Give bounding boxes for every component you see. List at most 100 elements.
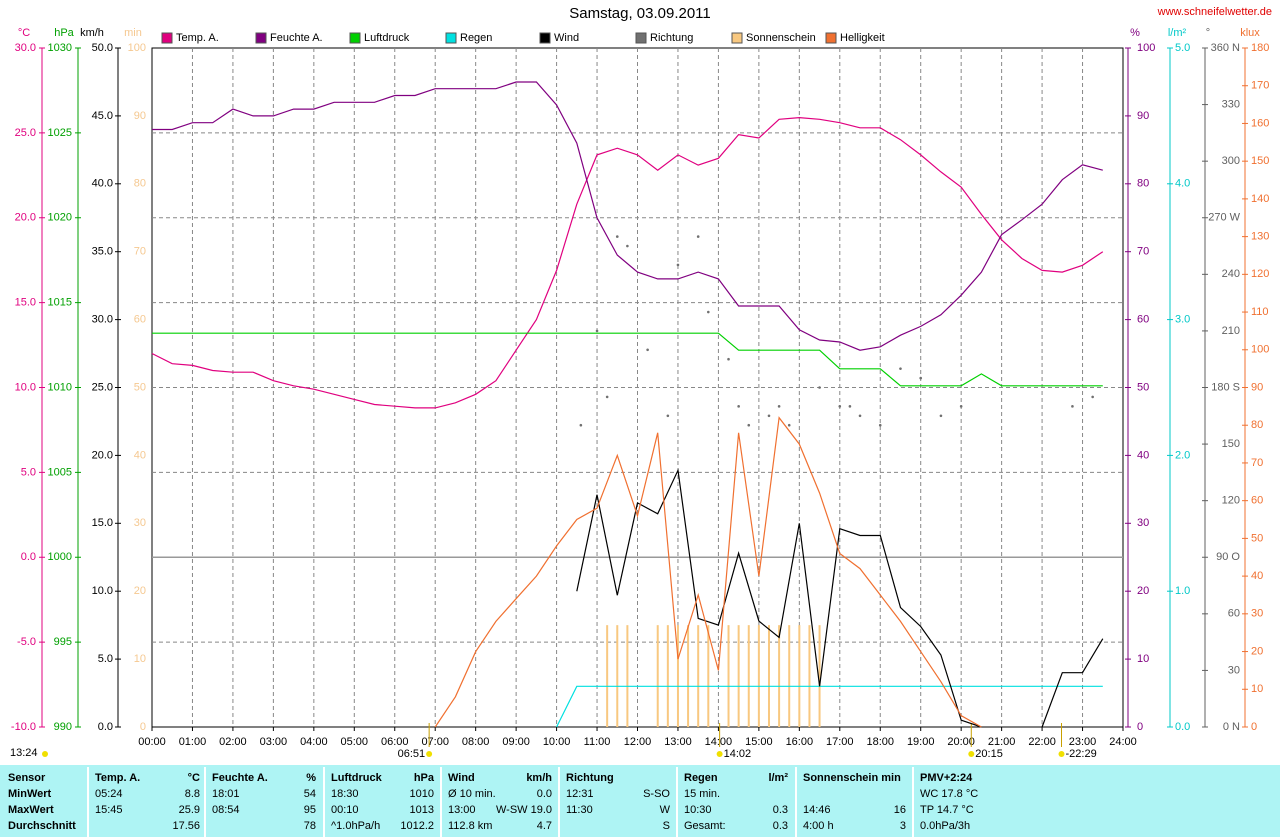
sunshine-bar	[676, 625, 679, 727]
x-tick-label: 06:00	[381, 736, 409, 748]
direction-dot	[818, 386, 821, 389]
y-tick-label: 1000	[48, 551, 72, 563]
y-tick-label: 15.0	[15, 297, 36, 309]
y-tick-label: 70	[1137, 246, 1149, 258]
table-cell: 16	[894, 804, 906, 816]
sunshine-bar	[737, 625, 740, 727]
row-label: MinWert	[8, 788, 52, 800]
direction-dot	[787, 423, 791, 427]
table-cell: Regen	[684, 772, 718, 784]
y-tick-label: 180	[1251, 42, 1269, 54]
y-tick-label: 0 N	[1223, 721, 1240, 733]
direction-dot	[838, 405, 842, 408]
table-cell: Feuchte A.	[212, 772, 268, 784]
x-tick-label: 20:00	[947, 736, 975, 748]
y-tick-label: 240	[1222, 268, 1240, 280]
event-icon	[716, 751, 723, 757]
y-tick-label: 100	[1137, 42, 1155, 54]
source-link[interactable]: www.schneifelwetter.de	[1157, 6, 1272, 18]
x-tick-label: 11:00	[584, 736, 611, 748]
y-tick-label: 300	[1222, 155, 1240, 167]
table-cell: 112.8 km	[448, 820, 492, 832]
y-tick-label: 0.0	[21, 551, 36, 563]
x-tick-label: 23:00	[1069, 736, 1097, 748]
table-cell: l/m²	[768, 772, 788, 784]
sunshine-bar	[707, 625, 710, 727]
direction-dot	[737, 405, 740, 408]
y-tick-label: 360 N	[1211, 42, 1240, 54]
y-tick-label: 5.0	[1175, 42, 1190, 54]
y-tick-label: 120	[1251, 268, 1269, 280]
table-cell: Gesamt:	[684, 820, 726, 832]
event-label: 20:15	[975, 748, 1003, 760]
direction-dot	[1091, 395, 1094, 399]
sunshine-bar	[656, 625, 659, 727]
table-cell: 05:24	[95, 788, 123, 800]
table-cell: 12:31	[566, 788, 594, 800]
y-tick-label: 120	[1222, 495, 1240, 507]
table-cell: 18:30	[331, 788, 359, 800]
y-tick-label: 5.0	[21, 466, 36, 478]
legend-label: Helligkeit	[840, 32, 885, 44]
direction-dot	[579, 423, 583, 427]
y-tick-label: 990	[54, 721, 72, 733]
table-cell: %	[306, 772, 316, 784]
y-tick-label: 15.0	[92, 517, 113, 529]
event-icon	[968, 751, 975, 757]
row-label: MaxWert	[8, 804, 54, 816]
y-tick-label: 110	[1251, 306, 1269, 318]
y-tick-label: 150	[1251, 155, 1269, 167]
event-label: 06:51	[398, 748, 426, 760]
axis-unit: l/m²	[1168, 27, 1187, 39]
table-cell: W	[660, 804, 671, 816]
sunshine-bar	[626, 625, 629, 727]
x-tick-label: 07:00	[421, 736, 449, 748]
y-tick-label: 40	[1251, 570, 1263, 582]
y-tick-label: 20	[134, 585, 146, 597]
axis-unit: °	[1206, 27, 1210, 39]
legend-swatch	[349, 32, 361, 44]
table-cell: S	[663, 820, 670, 832]
table-cell: ^1.0hPa/h	[331, 820, 380, 832]
y-tick-label: 150	[1222, 438, 1240, 450]
direction-dot	[939, 414, 943, 418]
y-tick-label: 30	[1137, 517, 1149, 529]
x-tick-label: 03:00	[260, 736, 288, 748]
x-tick-label: 00:00	[138, 736, 166, 748]
legend-swatch	[825, 32, 837, 44]
y-tick-label: 40	[1137, 449, 1149, 461]
x-tick-label: 05:00	[341, 736, 369, 748]
row-label: Durchschnitt	[8, 820, 76, 832]
table-cell: TP 14.7 °C	[920, 804, 974, 816]
y-tick-label: 30	[1251, 608, 1263, 620]
y-tick-label: 60	[1251, 495, 1263, 507]
x-tick-label: 13:00	[664, 736, 692, 748]
legend-swatch	[731, 32, 743, 44]
table-cell: S-SO	[643, 788, 670, 800]
y-tick-label: 30	[134, 517, 146, 529]
series-line	[556, 685, 1103, 728]
direction-dot	[707, 310, 710, 314]
y-tick-label: 20.0	[15, 212, 36, 224]
y-tick-label: 25.0	[15, 127, 36, 139]
table-cell: 95	[304, 804, 316, 816]
axis-unit: °C	[18, 27, 30, 39]
y-tick-label: 330	[1222, 98, 1240, 110]
x-tick-label: 10:00	[543, 736, 571, 748]
y-tick-label: 35.0	[92, 246, 113, 258]
direction-dot	[878, 423, 882, 427]
event-icon	[1058, 751, 1065, 757]
event-label: 14:02	[724, 748, 752, 760]
y-tick-label: 30.0	[92, 314, 113, 326]
direction-dot	[615, 235, 619, 238]
y-tick-label: 140	[1251, 193, 1269, 205]
y-tick-label: 80	[1137, 178, 1149, 190]
direction-dot	[626, 244, 629, 248]
legend-label: Wind	[554, 32, 579, 44]
direction-dot	[727, 357, 730, 361]
y-tick-label: -10.0	[11, 721, 36, 733]
y-tick-label: 70	[1251, 457, 1263, 469]
series-line	[576, 468, 1104, 728]
table-cell: 15 min.	[684, 788, 720, 800]
table-cell: W-SW 19.0	[496, 804, 552, 816]
